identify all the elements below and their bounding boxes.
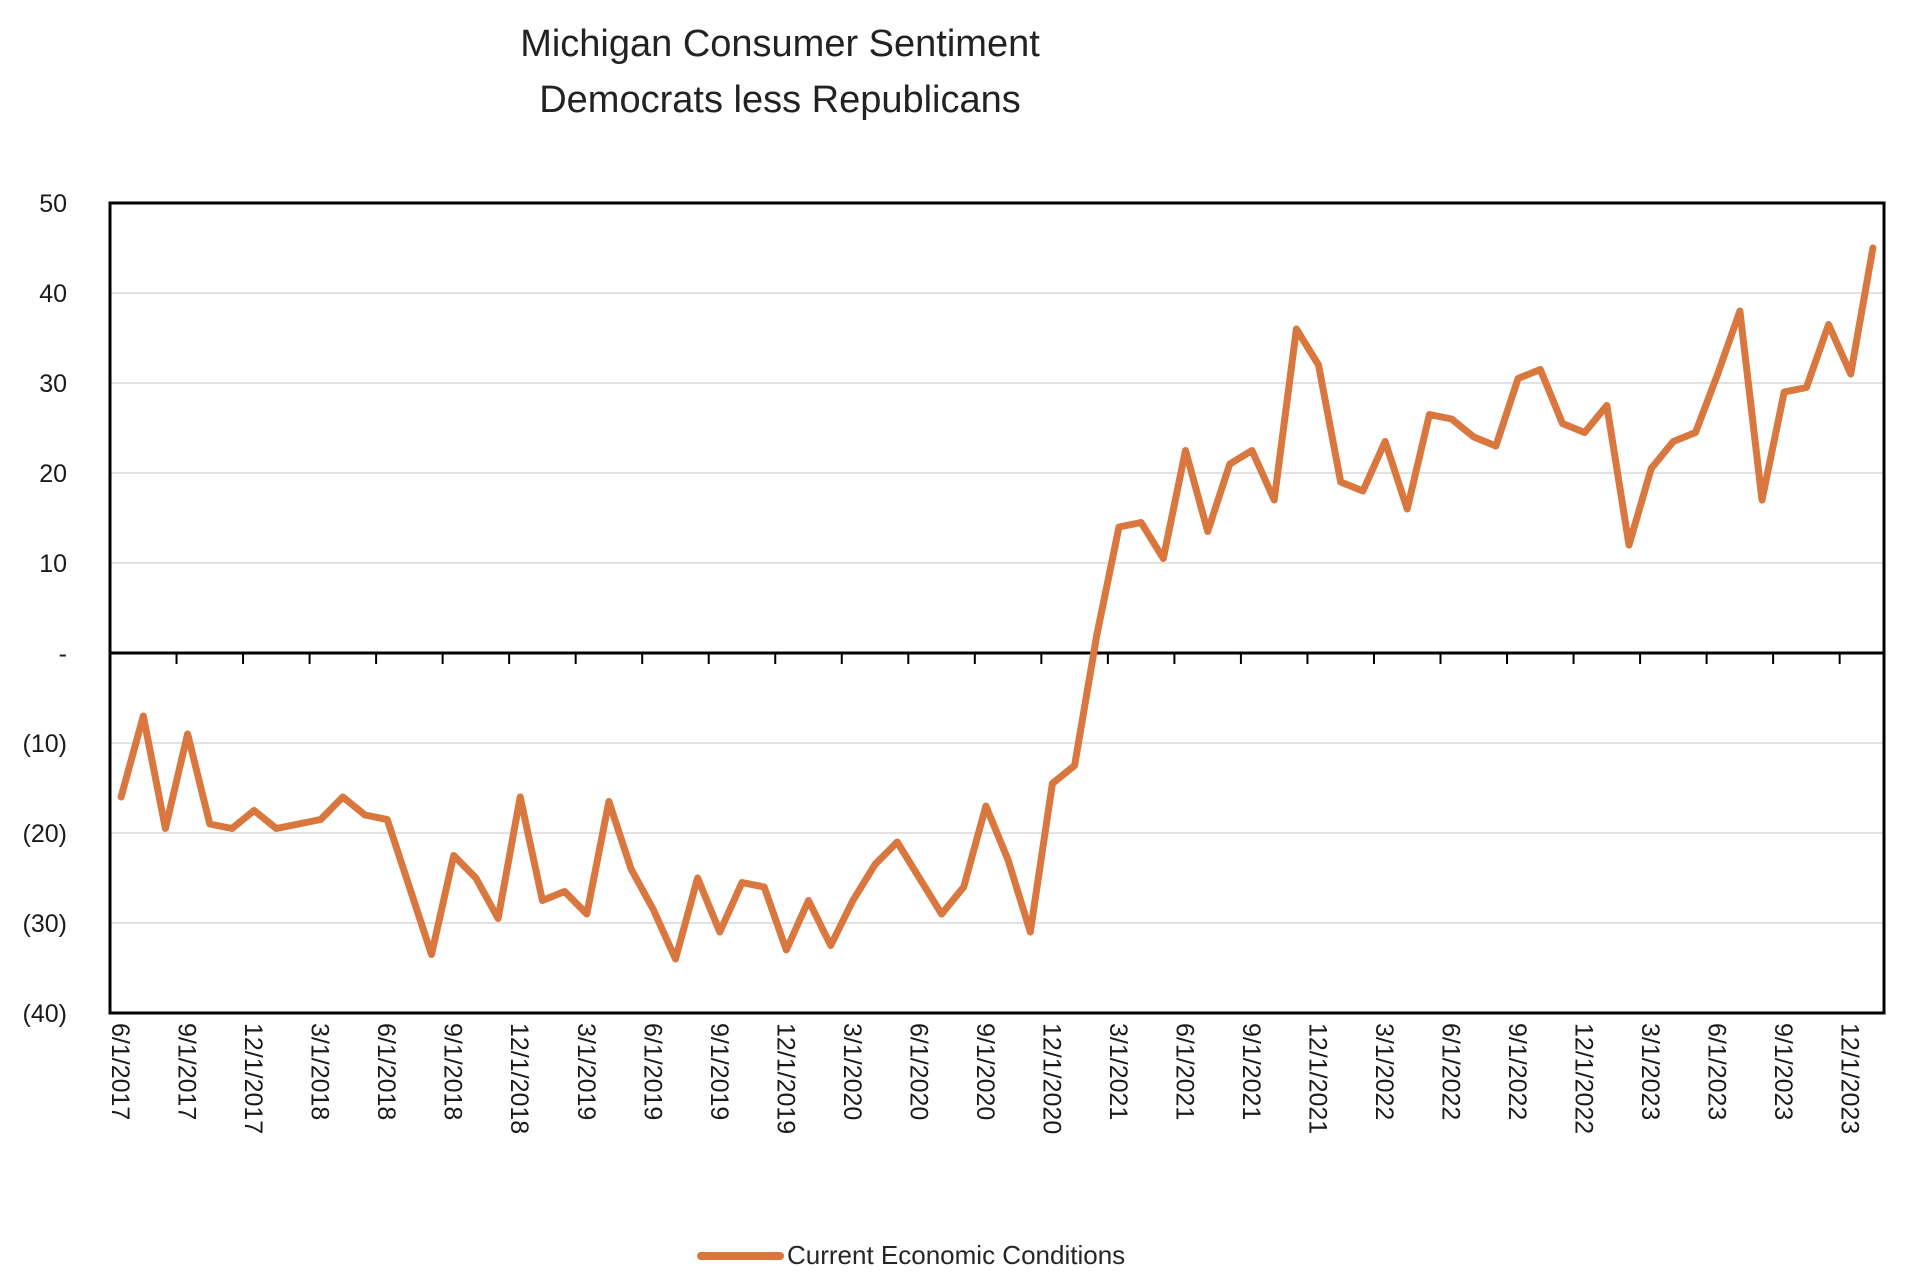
- x-axis-tick-label: 3/1/2022: [1370, 1023, 1398, 1120]
- x-axis-tick-label: 9/1/2017: [173, 1023, 201, 1120]
- plot-border: [108, 201, 1886, 1015]
- x-axis-tick-label: 6/1/2023: [1703, 1023, 1731, 1120]
- x-axis-tick-label: 3/1/2023: [1636, 1023, 1664, 1120]
- x-axis-tick-label: 3/1/2019: [572, 1023, 600, 1120]
- y-axis-tick-label: 40: [39, 280, 67, 308]
- x-axis-tick-label: 9/1/2018: [439, 1023, 467, 1120]
- x-axis-tick-label: 6/1/2019: [638, 1023, 666, 1120]
- x-axis-tick-label: 9/1/2022: [1503, 1023, 1531, 1120]
- x-axis-tick-label: 3/1/2020: [838, 1023, 866, 1120]
- series-line-current-economic-conditions: [117, 244, 1877, 963]
- x-axis-tick-label: 3/1/2018: [306, 1023, 334, 1120]
- x-axis-tick-label: 6/1/2022: [1437, 1023, 1465, 1120]
- x-axis-tick-label: 12/1/2021: [1304, 1023, 1332, 1134]
- x-axis-tick-label: 9/1/2023: [1769, 1023, 1797, 1120]
- x-axis-tick-label: 12/1/2019: [771, 1023, 799, 1134]
- x-axis-tick-label: 6/1/2018: [372, 1023, 400, 1120]
- y-axis-tick-label: 30: [39, 370, 67, 398]
- chart-title-line1: Michigan Consumer Sentiment: [520, 23, 1040, 65]
- x-axis-tick-label: 9/1/2021: [1237, 1023, 1265, 1120]
- x-axis-tick-label: 3/1/2021: [1104, 1023, 1132, 1120]
- x-axis-tick-label: 9/1/2020: [971, 1023, 999, 1120]
- chart-title-line2: Democrats less Republicans: [539, 79, 1021, 121]
- x-axis-tick-label: 6/1/2021: [1170, 1023, 1198, 1120]
- y-axis-tick-label: (10): [23, 730, 67, 758]
- x-axis-tick-label: 6/1/2020: [904, 1023, 932, 1120]
- y-axis-tick-label: -: [59, 640, 67, 668]
- y-axis-tick-label: (40): [23, 1000, 67, 1028]
- x-axis-tick-label: 12/1/2018: [505, 1023, 533, 1134]
- y-axis-tick-label: (30): [23, 910, 67, 938]
- x-axis-tick-label: 12/1/2023: [1836, 1023, 1864, 1134]
- x-axis-tick-label: 6/1/2017: [106, 1023, 134, 1120]
- y-axis-tick-label: 20: [39, 460, 67, 488]
- legend-label: Current Economic Conditions: [787, 1240, 1126, 1270]
- y-axis-tick-label: (20): [23, 820, 67, 848]
- x-axis-tick-label: 12/1/2020: [1037, 1023, 1065, 1134]
- chart-title: Michigan Consumer Sentiment Democrats le…: [0, 16, 1560, 128]
- x-axis-tick-label: 12/1/2022: [1570, 1023, 1598, 1134]
- legend-line-swatch: [697, 1251, 784, 1260]
- x-axis-tick-label: 12/1/2017: [239, 1023, 267, 1134]
- legend: Current Economic Conditions: [697, 1240, 1125, 1271]
- x-axis-tick-label: 9/1/2019: [705, 1023, 733, 1120]
- y-axis-tick-label: 10: [39, 550, 67, 578]
- y-axis-tick-label: 50: [39, 190, 67, 218]
